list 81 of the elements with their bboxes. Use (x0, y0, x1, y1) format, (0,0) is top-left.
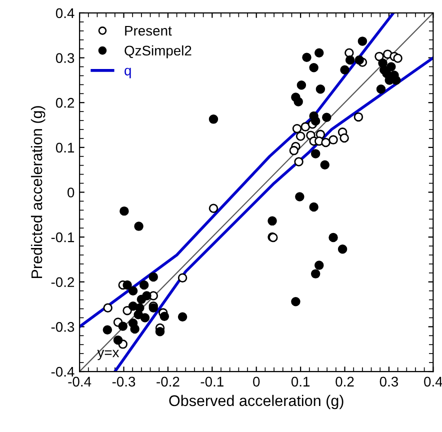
point (302, 52, 312, 62)
point (376, 84, 386, 94)
point (292, 124, 302, 134)
point (309, 202, 318, 212)
point (300, 122, 310, 132)
y-tick-label: 0.4 (56, 8, 74, 18)
point (148, 272, 158, 282)
point (391, 76, 401, 85)
x-tick-label: 0.4 (424, 376, 442, 387)
point (340, 65, 350, 75)
x-tick-label: -0.1 (200, 376, 224, 387)
point (296, 80, 306, 90)
point (155, 327, 165, 336)
legend-label: q (124, 68, 131, 78)
point (122, 280, 132, 290)
y-tick-label: -0.3 (51, 322, 74, 332)
y-tick-label: 0.1 (56, 142, 74, 153)
point (142, 291, 152, 300)
point (134, 310, 143, 320)
y-tick-label: -0.1 (51, 232, 74, 242)
point (314, 48, 324, 58)
point (322, 112, 332, 122)
point (354, 55, 364, 65)
line-series (80, 12, 395, 328)
point (178, 273, 188, 282)
point (310, 116, 320, 126)
point (178, 312, 188, 322)
x-tick-label: -0.2 (156, 376, 180, 387)
x-tick-label: 0.1 (291, 376, 310, 387)
x-tick-label: -0.4 (68, 376, 92, 387)
point (374, 52, 384, 62)
point (128, 286, 138, 296)
x-tick-label: 0.2 (336, 376, 354, 387)
x-tick-label: -0.3 (112, 376, 136, 387)
point (393, 54, 402, 63)
point (345, 55, 355, 65)
point (310, 269, 320, 278)
legend-label: Present (125, 26, 172, 36)
point (321, 138, 330, 148)
point (338, 244, 348, 254)
point (289, 146, 299, 156)
y-tick-label: 0.2 (56, 98, 74, 108)
point (140, 313, 150, 322)
point (296, 132, 306, 141)
point (314, 260, 324, 270)
point (134, 222, 144, 231)
point (358, 36, 368, 46)
point (310, 149, 320, 158)
legend-label: QzSimpel2 (124, 45, 192, 58)
point (328, 135, 338, 144)
point (103, 303, 112, 312)
point (120, 206, 129, 216)
point (268, 216, 277, 226)
point (386, 62, 396, 72)
point (139, 280, 149, 290)
x-tick-label: 0.3 (380, 376, 398, 387)
point (320, 160, 330, 170)
point (208, 204, 218, 213)
annotation: y=x (97, 350, 120, 360)
point (118, 322, 128, 331)
point (208, 114, 218, 124)
y-axis-title: Predicted acceleration (g) (30, 106, 46, 278)
point (295, 192, 304, 202)
point (113, 336, 123, 345)
point (291, 296, 300, 306)
point (354, 112, 364, 122)
y-tick-label: -0.4 (51, 366, 74, 377)
point (294, 97, 303, 106)
y-tick-label: 0.3 (56, 53, 74, 63)
point (316, 84, 326, 94)
point (309, 63, 318, 72)
point (160, 312, 170, 322)
x-axis-title: Observed acceleration (g) (169, 394, 344, 410)
x-tick-label: 0 (253, 376, 260, 387)
point (130, 324, 140, 334)
y-tick-label: 0 (68, 188, 74, 198)
point (340, 133, 349, 143)
point (294, 157, 304, 166)
point (102, 325, 112, 334)
point (328, 232, 338, 242)
y-tick-label: -0.2 (51, 277, 74, 288)
